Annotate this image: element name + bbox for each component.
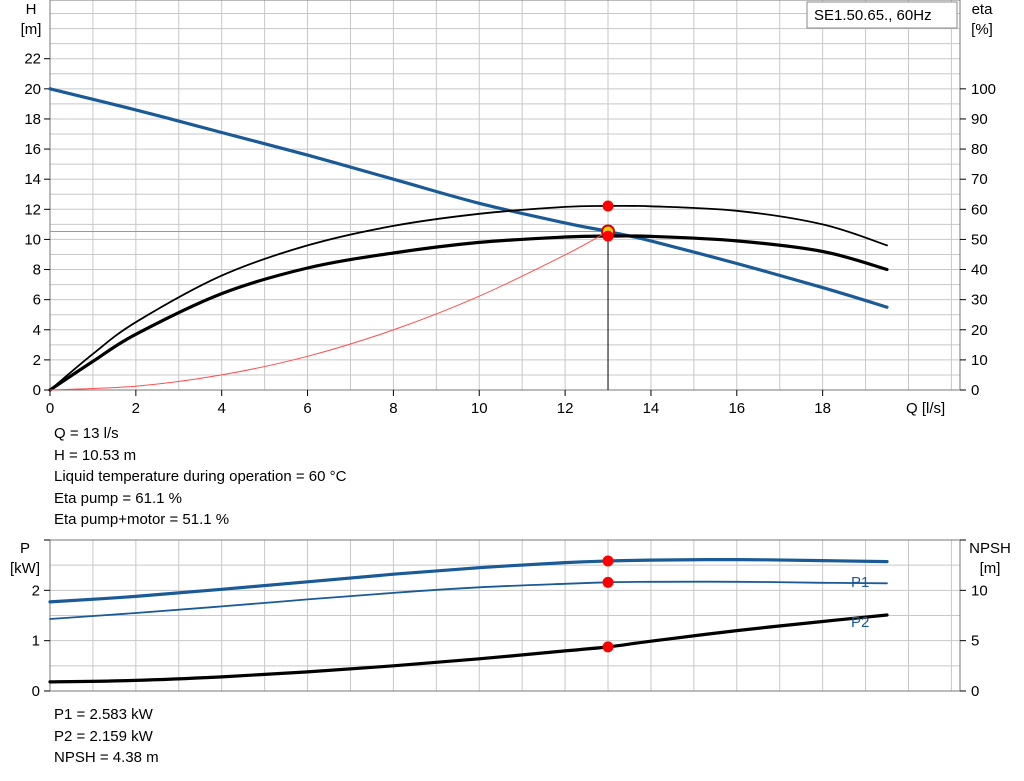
bottom-y-right-tick-label: 10 (971, 582, 988, 599)
top-y-left-tick-label: 0 (33, 382, 41, 399)
bottom-y-left-tick-label: 0 (32, 683, 40, 700)
top-y-right-tick-label: 40 (971, 262, 988, 279)
bottom-y-left-tick-label: 1 (32, 633, 40, 650)
top-ticks: 0246810121416182022010203040506070809010… (24, 51, 996, 417)
top-y-right-tick-label: 50 (971, 231, 988, 248)
top-plot-frame (49, 0, 961, 391)
eta-total-operating-point (602, 230, 614, 242)
npsh-curve (48, 613, 889, 684)
info-eta-pump: Eta pump = 61.1 % (54, 489, 182, 507)
top-x-axis-label: Q [l/s] (906, 400, 945, 417)
p1-curve (48, 557, 889, 604)
top-y-left-tick-label: 18 (24, 111, 41, 128)
top-y-right-tick-label: 100 (971, 81, 996, 98)
top-curves (48, 87, 889, 392)
bottom-y-left-label-1: P (20, 540, 30, 557)
top-y-left-label-2: [m] (21, 21, 42, 38)
bottom-y-left-tick-label: 2 (32, 582, 40, 599)
top-y-right-label-2: [%] (971, 21, 993, 38)
top-y-right-tick-label: 30 (971, 292, 988, 309)
top-x-tick-label: 2 (132, 400, 140, 417)
system-curve (49, 230, 609, 391)
top-operating-points (601, 200, 616, 242)
top-y-left-tick-label: 2 (33, 352, 41, 369)
bottom-y-right-label-2: [m] (980, 560, 1001, 577)
p1-operating-point (602, 555, 614, 567)
top-y-right-tick-label: 80 (971, 141, 988, 158)
bottom-y-right-tick-label: 5 (971, 633, 979, 650)
top-x-tick-label: 12 (557, 400, 574, 417)
bottom-ticks: 0 1 2 0 5 10 (32, 539, 988, 700)
top-x-tick-label: 10 (471, 400, 488, 417)
top-y-right-tick-label: 70 (971, 171, 988, 188)
info-p2: P2 = 2.159 kW (54, 727, 153, 745)
operating-info: Q = 13 l/s H = 10.53 m Liquid temperatur… (54, 423, 346, 531)
eta-pump-motor-curve (48, 234, 889, 392)
eta-pump-curve (49, 204, 888, 391)
top-y-left-tick-label: 12 (24, 201, 41, 218)
info-p1: P1 = 2.583 kW (54, 706, 153, 723)
info-eta-total: Eta pump+motor = 51.1 % (54, 511, 230, 528)
top-y-left-tick-label: 6 (33, 292, 41, 309)
p2-curve (49, 580, 888, 620)
top-x-tick-label: 14 (643, 400, 660, 417)
info-temperature: Liquid temperature during operation = 60… (54, 468, 347, 485)
top-grid (50, 0, 960, 390)
top-y-left-label-1: H (26, 1, 37, 18)
top-x-tick-label: 18 (814, 400, 831, 417)
top-y-left-tick-label: 20 (24, 81, 41, 98)
top-x-tick-label: 16 (728, 400, 745, 417)
top-y-left-tick-label: 14 (24, 171, 41, 188)
top-y-right-tick-label: 60 (971, 201, 988, 218)
top-y-left-tick-label: 10 (24, 231, 41, 248)
bottom-y-left-label-2: [kW] (10, 560, 40, 577)
top-x-tick-label: 8 (389, 400, 397, 417)
top-x-tick-label: 4 (218, 400, 226, 417)
top-y-right-label-1: eta (972, 1, 994, 18)
head-curve (48, 87, 889, 309)
bottom-y-right-tick-label: 0 (971, 683, 979, 700)
top-y-right-tick-label: 10 (971, 352, 988, 369)
info-npsh: NPSH = 4.38 m (54, 749, 159, 766)
p1-series-label: P1 (851, 574, 869, 591)
top-y-right-tick-label: 90 (971, 111, 988, 128)
top-x-tick-label: 0 (46, 400, 54, 417)
p2-operating-point (602, 576, 614, 588)
bottom-plot-frame (49, 539, 961, 692)
top-x-tick-label: 6 (303, 400, 311, 417)
bottom-operating-points (602, 555, 614, 653)
eta-pump-operating-point (602, 200, 614, 212)
bottom-grid (50, 540, 960, 691)
bottom-y-right-label-1: NPSH (969, 540, 1011, 557)
top-y-right-tick-label: 20 (971, 322, 988, 339)
p2-series-label: P2 (851, 614, 869, 631)
top-y-left-tick-label: 22 (24, 51, 41, 68)
top-legend-box: SE1.50.65., 60Hz (806, 1, 958, 29)
top-y-left-tick-label: 4 (33, 322, 41, 339)
power-info: P1 = 2.583 kW P2 = 2.159 kW NPSH = 4.38 … (54, 704, 159, 769)
top-y-left-tick-label: 16 (24, 141, 41, 158)
top-legend-text: SE1.50.65., 60Hz (814, 7, 932, 24)
npsh-operating-point (602, 641, 614, 653)
bottom-curves (48, 557, 889, 684)
top-y-left-tick-label: 8 (33, 262, 41, 279)
top-y-right-tick-label: 0 (971, 382, 979, 399)
info-flow: Q = 13 l/s (54, 425, 119, 442)
info-head: H = 10.53 m (54, 446, 137, 464)
